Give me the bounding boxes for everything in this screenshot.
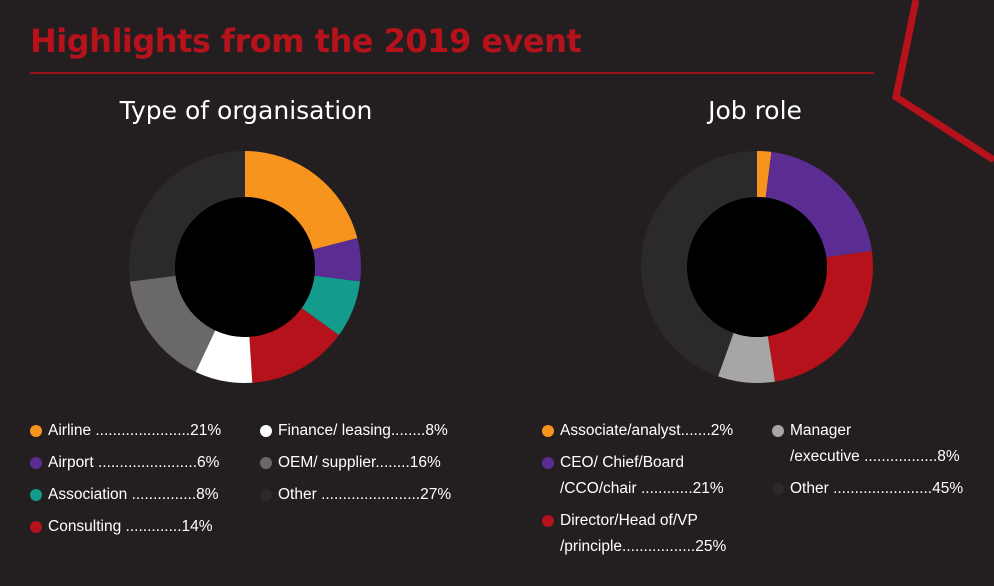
legend-label: Consulting .............14%: [48, 518, 213, 535]
legend-dot: [542, 425, 554, 437]
donut-hole: [687, 197, 827, 337]
legend-label-line2: /executive .................8%: [790, 448, 960, 465]
legend-label-line2: /CCO/chair ............21%: [560, 480, 724, 497]
donut-slice-manager-executive: [718, 332, 775, 383]
legend-label: Airline ......................21%: [48, 422, 222, 439]
donut-slice-association: [301, 275, 361, 336]
donut-slice-consulting: [249, 308, 339, 383]
donut-slice-finance-leasing: [195, 330, 253, 383]
legend-dot: [260, 489, 272, 501]
legend-dot: [30, 489, 42, 501]
legend-label: Manager: [790, 422, 852, 439]
legend-label: Other .......................45%: [790, 480, 964, 497]
donut-slice-oem-supplier: [129, 275, 216, 372]
legend-label: Other .......................27%: [278, 486, 452, 503]
legend-dot: [30, 457, 42, 469]
legend-label: CEO/ Chief/Board: [560, 454, 685, 471]
legend-dot: [542, 515, 554, 527]
legend-dot: [30, 425, 42, 437]
donut-slice-ceo-chief-board-cco-chair: [765, 151, 872, 258]
legend-dot: [260, 457, 272, 469]
donut-slice-other: [641, 151, 757, 377]
donut-chart-organisation: [129, 151, 361, 383]
chart-title-job-role: Job role: [708, 96, 802, 125]
donut-slice-other: [129, 151, 245, 282]
donut-hole: [175, 197, 315, 337]
legend-label: Associate/analyst.......2%: [560, 422, 734, 439]
donut-slice-airline: [245, 151, 358, 250]
legend-label: OEM/ supplier........16%: [278, 454, 441, 471]
page-title: Highlights from the 2019 event: [30, 22, 582, 60]
legend-label-line2: /principle.................25%: [560, 538, 727, 555]
chart-title-organisation: Type of organisation: [119, 96, 373, 125]
legend-dot: [772, 425, 784, 437]
donut-chart-job-role: [641, 151, 873, 383]
legend-label: Director/Head of/VP: [560, 512, 698, 529]
donut-slice-associate-analyst: [757, 151, 772, 198]
legend-label: Association ...............8%: [48, 486, 219, 503]
title-divider: [30, 72, 874, 74]
donut-slice-director-head-of-vp-principle: [767, 250, 873, 382]
legend-dot: [542, 457, 554, 469]
legend-dot: [30, 521, 42, 533]
legend-dot: [260, 425, 272, 437]
legend-label: Finance/ leasing........8%: [278, 422, 448, 439]
donut-slice-airport: [312, 238, 361, 282]
legend-label: Airport .......................6%: [48, 454, 220, 471]
legend-dot: [772, 483, 784, 495]
